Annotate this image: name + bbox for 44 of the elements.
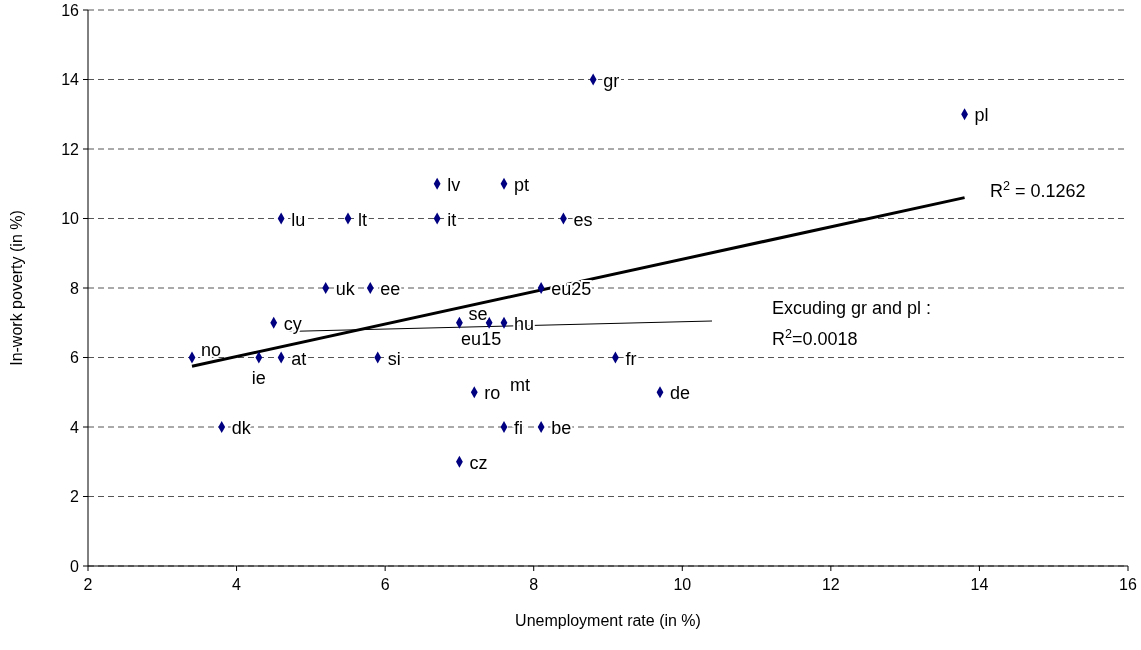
y-axis-title: In-work poverty (in %): [8, 210, 25, 366]
data-label: lv: [447, 174, 461, 195]
data-label: be: [551, 418, 572, 438]
data-label: se: [468, 303, 488, 324]
x-tick-label: 4: [232, 576, 242, 593]
annotation: mt: [510, 375, 530, 395]
data-label: ee: [380, 279, 401, 299]
x-tick-label: 8: [529, 576, 539, 593]
data-label: gr: [603, 70, 620, 91]
data-label: pt: [514, 174, 530, 195]
y-tick-label: 16: [61, 1, 80, 19]
data-label: cy: [283, 313, 302, 334]
x-tick-label: 2: [83, 576, 93, 593]
data-label: at: [291, 348, 307, 369]
x-axis-title: Unemployment rate (in %): [515, 612, 701, 629]
data-label: es: [573, 209, 593, 230]
y-tick-label: 10: [61, 210, 80, 228]
data-label: ro: [484, 383, 501, 404]
annotation: R$^{2}$=0.0018: [772, 327, 858, 349]
y-tick-label: 12: [61, 140, 80, 158]
y-tick-label: 6: [70, 349, 80, 367]
data-label: ie: [251, 367, 266, 388]
y-tick-label: 2: [70, 488, 80, 506]
y-tick-label: 8: [70, 279, 80, 297]
x-tick-label: 6: [380, 576, 390, 593]
data-label: fr: [625, 348, 637, 369]
data-label: eu15: [461, 328, 502, 349]
y-tick-label: 0: [70, 557, 80, 575]
data-label: pl: [974, 105, 989, 126]
x-tick-label: 10: [673, 576, 692, 593]
x-tick-label: 12: [821, 576, 840, 593]
data-label: no: [201, 339, 222, 360]
data-label: cz: [469, 452, 488, 473]
data-label: dk: [231, 418, 252, 438]
annotation: Excuding gr and pl :: [772, 298, 932, 318]
data-label: uk: [335, 279, 356, 299]
annotation: R$^{2}$ = 0.1262: [990, 179, 1086, 201]
y-tick-label: 4: [70, 418, 80, 436]
x-tick-label: 14: [970, 576, 989, 593]
data-label: fi: [514, 418, 523, 438]
data-label: de: [670, 383, 691, 404]
x-tick-label: 16: [1119, 576, 1137, 593]
data-label: eu25: [551, 279, 592, 299]
y-tick-label: 14: [61, 71, 80, 89]
